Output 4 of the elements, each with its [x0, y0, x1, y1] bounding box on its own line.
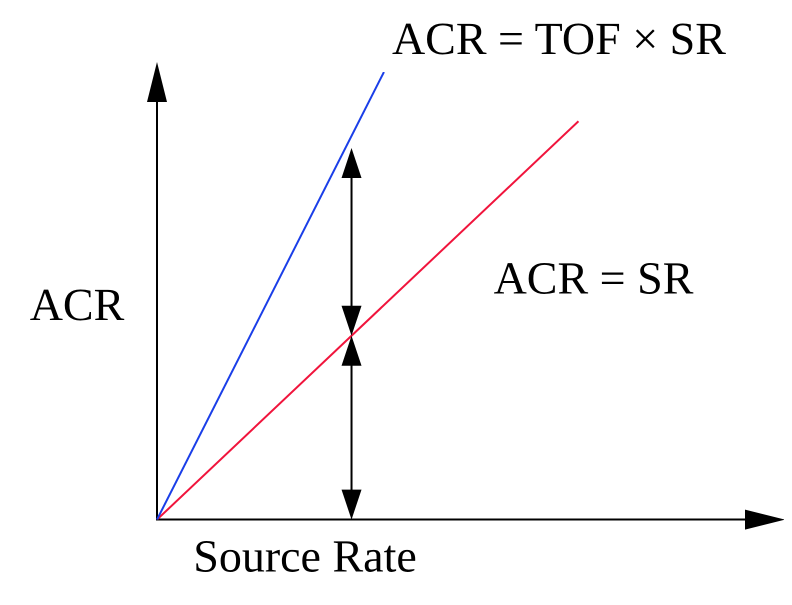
series-label: ACR = SR: [494, 252, 694, 304]
x-axis-title: Source Rate: [193, 530, 417, 582]
y-axis-title: ACR: [30, 278, 125, 330]
series-label: ACR = TOF × SR: [392, 13, 726, 64]
